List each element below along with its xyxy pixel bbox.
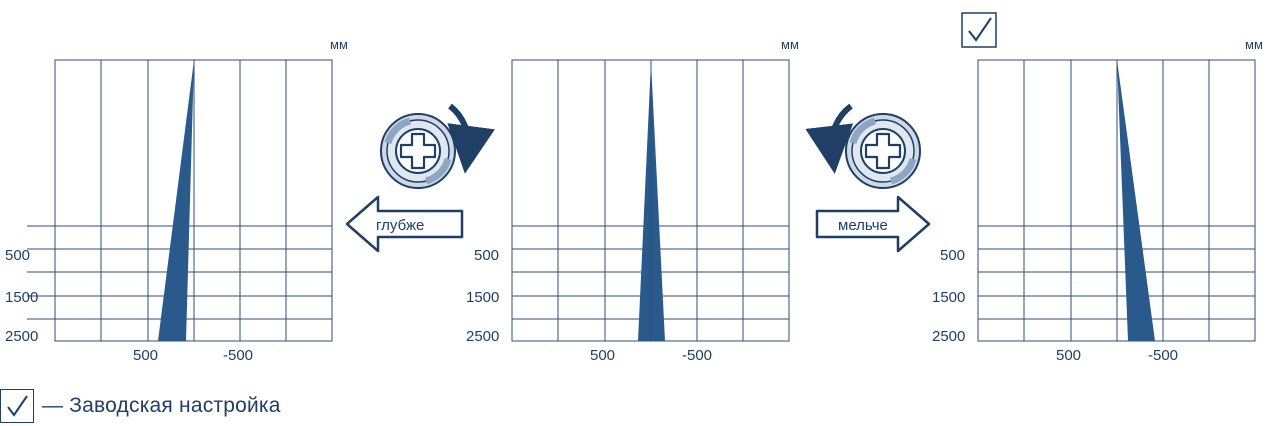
legend-text: — Заводская настройка: [42, 394, 281, 417]
y-tick-1500: 1500: [5, 289, 38, 306]
deeper-arrow: глубже: [345, 195, 464, 253]
x-tick-500: 500: [590, 347, 615, 364]
deeper-label: глубже: [376, 217, 424, 234]
checkmark-icon: [968, 17, 992, 42]
y-tick-2500: 2500: [466, 328, 499, 345]
unit-label: мм: [330, 37, 348, 52]
panel-deeper: мм 500 1500 2500 500 -500: [5, 37, 348, 364]
panel-middle: мм 500 1500 2500 500 -500: [466, 37, 799, 364]
y-tick-500: 500: [940, 247, 965, 264]
panel-shallower: мм 500 1500 2500 500 -500: [932, 12, 1263, 364]
x-tick-minus-500: -500: [682, 347, 712, 364]
screw-icon: [846, 114, 920, 188]
legend-checkbox: [0, 389, 34, 423]
screw-icon: [381, 114, 455, 188]
factory-default-checkbox: [961, 12, 997, 48]
adjustment-screw-clockwise: [381, 103, 495, 188]
shallower-label: мельче: [838, 217, 888, 234]
x-tick-minus-500: -500: [223, 347, 253, 364]
adjustment-screw-counterclockwise: [805, 103, 920, 188]
y-tick-2500: 2500: [932, 328, 965, 345]
y-tick-1500: 1500: [466, 289, 499, 306]
checkmark-icon: [7, 395, 28, 417]
y-tick-500: 500: [474, 247, 499, 264]
shallower-arrow: мельче: [815, 195, 931, 253]
chart-grid: [977, 59, 1256, 342]
x-tick-500: 500: [133, 347, 158, 364]
unit-label: мм: [1245, 37, 1263, 52]
y-tick-1500: 1500: [932, 289, 965, 306]
x-tick-minus-500: -500: [1148, 347, 1178, 364]
y-tick-500: 500: [5, 247, 30, 264]
y-tick-2500: 2500: [5, 328, 38, 345]
beam-wedge: [158, 60, 194, 341]
rotate-counterclockwise-arrow-icon: [805, 103, 854, 174]
arrow-left-icon: [345, 195, 464, 253]
beam-wedge: [1117, 60, 1155, 341]
legend: — Заводская настройка: [0, 388, 281, 424]
unit-label: мм: [781, 37, 799, 52]
x-tick-500: 500: [1056, 347, 1081, 364]
rotate-clockwise-arrow-icon: [447, 103, 495, 174]
arrow-right-icon: [815, 195, 931, 253]
